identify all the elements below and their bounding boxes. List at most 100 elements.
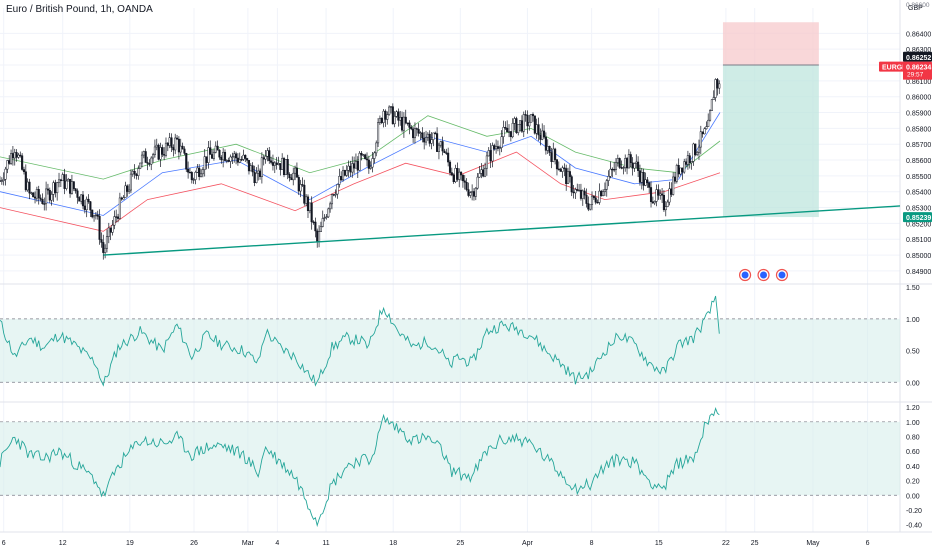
- candle-body: [286, 159, 289, 175]
- price-tick-label: 0.85200: [906, 221, 931, 228]
- event-markers[interactable]: [738, 268, 789, 282]
- osc1-tick-label: 1.00: [906, 317, 920, 324]
- osc2-tick-label: 0.40: [906, 464, 920, 471]
- candle-body: [61, 174, 64, 182]
- candle-body: [347, 165, 350, 171]
- candle-body: [384, 110, 387, 120]
- candle-body: [22, 169, 26, 172]
- candle-body: [199, 173, 203, 177]
- candle-body: [139, 162, 142, 169]
- price-tick-label: 0.86300: [906, 47, 931, 54]
- candle-body: [48, 189, 51, 201]
- candle-body: [306, 196, 310, 211]
- candle-body: [419, 132, 422, 134]
- candle-body: [142, 151, 145, 156]
- candle-body: [522, 114, 525, 132]
- time-axis[interactable]: 6 12 19 26 Mar 4 11 18 25 Apr 8 15 22 25 May 6: [2, 540, 870, 547]
- candle-body: [570, 176, 573, 193]
- candle-body: [423, 137, 426, 143]
- candle-body: [707, 119, 710, 127]
- osc1-tick-label: 0.00: [906, 380, 920, 387]
- candle-body: [251, 165, 254, 173]
- candle-body: [456, 168, 459, 180]
- candle-body: [356, 160, 359, 171]
- candle-body: [373, 152, 376, 159]
- candle-body: [41, 199, 44, 204]
- candle-body: [548, 146, 551, 153]
- candle-body: [607, 176, 610, 181]
- candle-body: [229, 156, 232, 162]
- oscillator-line: [0, 295, 720, 387]
- candle-body: [627, 154, 630, 169]
- candle-body: [568, 171, 571, 177]
- candle-body: [126, 185, 129, 192]
- candle-body: [303, 184, 306, 204]
- candle-body: [238, 159, 241, 163]
- candle-body: [467, 189, 470, 196]
- candle-body: [613, 169, 616, 171]
- candle-body: [32, 192, 35, 198]
- candle-body: [412, 128, 415, 139]
- candle-body: [657, 189, 660, 196]
- candle-body: [358, 152, 361, 171]
- candle-body: [609, 168, 612, 177]
- candle-body: [102, 242, 105, 253]
- candle-body: [581, 190, 584, 199]
- oscillator-1: [0, 295, 900, 387]
- candle-body: [482, 169, 485, 177]
- candle-body: [603, 189, 606, 193]
- price-tick-label: 0.86400: [906, 31, 931, 38]
- candle-body: [67, 178, 70, 182]
- candle-body: [685, 161, 688, 165]
- candle-body: [688, 155, 691, 164]
- oscillator-band: [0, 318, 900, 383]
- time-tick-label: 11: [322, 540, 329, 547]
- candle-body: [644, 179, 647, 186]
- symbol-badge: EURGBP: [882, 65, 912, 72]
- candle-body: [716, 79, 719, 89]
- candle-body: [98, 216, 101, 240]
- candle-body: [212, 151, 215, 159]
- candle-body: [602, 191, 605, 197]
- candle-body: [52, 182, 55, 195]
- candle-body: [659, 193, 662, 196]
- candle-body: [592, 195, 595, 198]
- candle-body: [638, 170, 642, 183]
- trendline[interactable]: [103, 205, 901, 256]
- candle-body: [0, 180, 2, 182]
- candle-body: [13, 152, 16, 159]
- candle-body: [461, 174, 464, 182]
- candle-body: [10, 153, 13, 164]
- candle-body: [45, 188, 48, 204]
- candle-body: [491, 145, 494, 162]
- osc2-tick-label: -0.20: [906, 508, 922, 515]
- candle-body: [635, 161, 638, 164]
- candle-body: [480, 169, 483, 174]
- candle-body: [351, 163, 354, 173]
- candle-body: [295, 167, 298, 178]
- candle-body: [0, 180, 3, 182]
- candle-body: [63, 174, 66, 189]
- candle-body: [450, 172, 453, 176]
- candle-body: [120, 197, 123, 200]
- candle-body: [533, 115, 536, 134]
- candle-body: [35, 189, 38, 199]
- candle-body: [485, 155, 488, 169]
- candle-body: [670, 188, 673, 195]
- price-tick-label: 0.85700: [906, 142, 931, 149]
- candle-body: [648, 182, 651, 188]
- candle-body: [495, 146, 498, 150]
- price-axis[interactable]: 0.84900 0.85000 0.85100 0.85200 0.85300 0.854…: [879, 2, 932, 530]
- candle-body: [675, 165, 678, 182]
- candle-body: [360, 152, 363, 156]
- candle-body: [321, 218, 324, 227]
- candle-body: [395, 111, 398, 117]
- candle-body: [100, 239, 103, 243]
- candle-body: [96, 214, 99, 217]
- event-marker-dot: [741, 271, 749, 279]
- candle-body: [161, 147, 164, 155]
- candle-body: [59, 179, 62, 182]
- candle-body: [111, 224, 114, 233]
- candle-body: [140, 154, 144, 164]
